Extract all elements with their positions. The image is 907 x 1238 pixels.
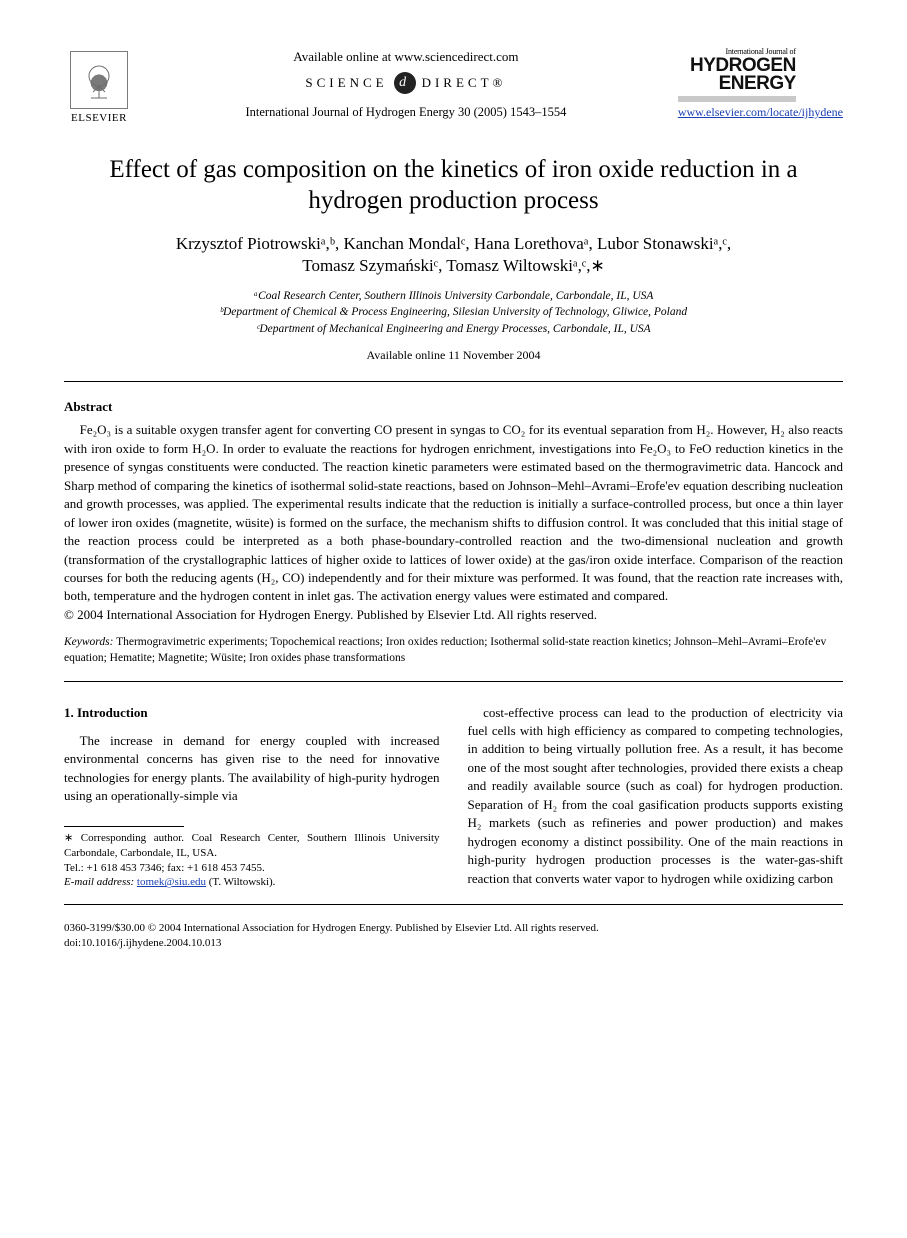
abstract-copyright: © 2004 International Association for Hyd… [64, 606, 843, 624]
keywords-label: Keywords: [64, 636, 113, 648]
footnotes: ∗ Corresponding author. Coal Research Ce… [64, 831, 440, 890]
article-title: Effect of gas composition on the kinetic… [64, 154, 843, 217]
journal-reference: International Journal of Hydrogen Energy… [134, 104, 678, 121]
elsevier-logo: ELSEVIER [64, 48, 134, 126]
authors-block: Krzysztof Piotrowskiᵃ,ᵇ, Kanchan Mondalᶜ… [64, 233, 843, 279]
locate-link[interactable]: www.elsevier.com/locate/ijhydene [678, 104, 843, 120]
header-center: Available online at www.sciencedirect.co… [134, 48, 678, 120]
email-link[interactable]: tomek@siu.edu [137, 876, 206, 888]
email-label: E-mail address: [64, 876, 134, 888]
available-date: Available online 11 November 2004 [64, 347, 843, 363]
header-right: International Journal of HYDROGEN ENERGY… [678, 48, 843, 120]
rule-top [64, 381, 843, 382]
sd-right: DIRECT® [422, 74, 507, 92]
email-tail: (T. Wiltowski). [209, 876, 276, 888]
footer-block: 0360-3199/$30.00 © 2004 International As… [64, 921, 843, 951]
journal-logo: International Journal of HYDROGEN ENERGY [678, 48, 796, 102]
rule-footer [64, 904, 843, 905]
available-online-text: Available online at www.sciencedirect.co… [134, 48, 678, 66]
affiliation-c: ᶜDepartment of Mechanical Engineering an… [64, 321, 843, 337]
corr-tel: Tel.: +1 618 453 7346; fax: +1 618 453 7… [64, 861, 440, 876]
abstract-heading: Abstract [64, 398, 843, 416]
authors-line-1: Krzysztof Piotrowskiᵃ,ᵇ, Kanchan Mondalᶜ… [64, 233, 843, 256]
affiliations: ᵃCoal Research Center, Southern Illinois… [64, 288, 843, 336]
body-columns: 1. Introduction The increase in demand f… [64, 704, 843, 891]
section-heading-intro: 1. Introduction [64, 704, 440, 722]
footnote-rule [64, 826, 184, 827]
sd-ball-icon: d [394, 72, 416, 94]
elsevier-tree-icon [70, 51, 128, 109]
rule-bottom [64, 681, 843, 682]
intro-para-col1: The increase in demand for energy couple… [64, 732, 440, 806]
sd-left: SCIENCE [305, 74, 387, 92]
journal-logo-line2: ENERGY [678, 75, 796, 93]
corr-email-line: E-mail address: tomek@siu.edu (T. Wiltow… [64, 875, 440, 890]
publisher-name: ELSEVIER [71, 111, 127, 126]
authors-line-2: Tomasz Szymańskiᶜ, Tomasz Wiltowskiᵃ,ᶜ,∗ [64, 255, 843, 278]
keywords-block: Keywords: Thermogravimetric experiments;… [64, 634, 843, 666]
footer-copyright: 0360-3199/$30.00 © 2004 International As… [64, 921, 843, 936]
footer-doi: doi:10.1016/j.ijhydene.2004.10.013 [64, 936, 843, 951]
abstract-body: Fe₂O₃ is a suitable oxygen transfer agen… [64, 421, 843, 624]
page-header: ELSEVIER Available online at www.science… [64, 48, 843, 126]
intro-para-col2: cost-effective process can lead to the p… [468, 704, 844, 889]
corr-author-note: ∗ Corresponding author. Coal Research Ce… [64, 831, 440, 861]
affiliation-a: ᵃCoal Research Center, Southern Illinois… [64, 288, 843, 304]
affiliation-b: ᵇDepartment of Chemical & Process Engine… [64, 304, 843, 320]
abstract-text: Fe₂O₃ is a suitable oxygen transfer agen… [64, 421, 843, 606]
sciencedirect-logo: SCIENCE d DIRECT® [305, 72, 506, 94]
journal-logo-bar [678, 96, 796, 102]
keywords-text: Thermogravimetric experiments; Topochemi… [64, 636, 826, 664]
